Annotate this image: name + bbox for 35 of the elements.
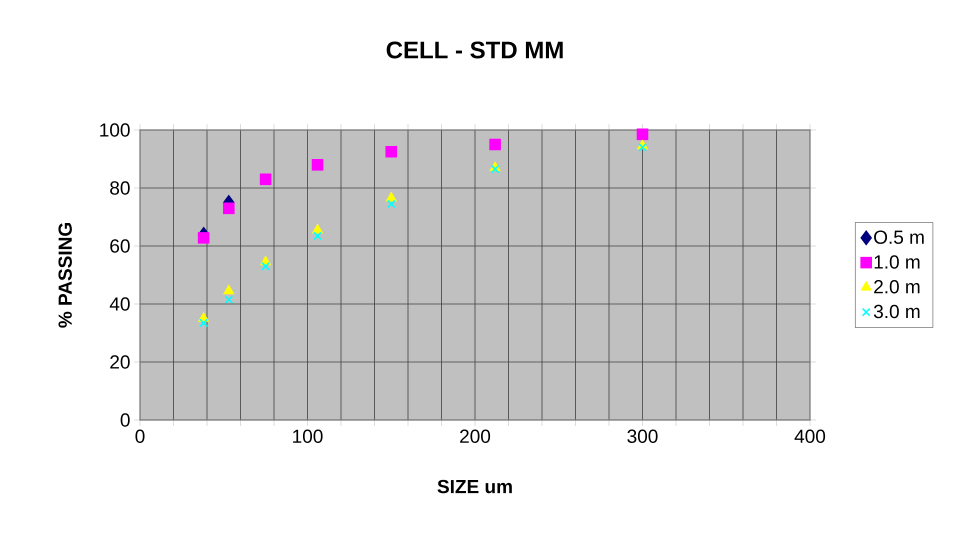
point	[386, 200, 396, 208]
point	[224, 285, 234, 294]
point	[490, 164, 500, 174]
point	[312, 224, 323, 234]
y-tick-label: 40	[110, 297, 130, 311]
point	[198, 232, 210, 244]
y-tick-label: 100	[100, 123, 130, 137]
y-tick-label: 60	[110, 239, 130, 253]
y-tick-label: 80	[110, 181, 130, 195]
x-tick-label: 200	[460, 430, 490, 443]
y-axis-title: % PASSING	[58, 223, 72, 328]
point	[636, 128, 648, 140]
point	[312, 159, 324, 171]
point	[489, 138, 501, 150]
legend-label: 3.0 m	[874, 304, 920, 318]
point	[313, 232, 322, 240]
chart-title: CELL - STD MM	[386, 41, 563, 58]
point	[199, 318, 208, 328]
legend-label: 1.0 m	[874, 255, 920, 269]
point	[386, 192, 396, 202]
x-tick-label: 100	[293, 430, 323, 443]
point	[222, 202, 235, 214]
x-tick-label: 400	[794, 430, 826, 443]
legend-label: O.5 m	[874, 230, 924, 244]
x-tick-label: 300	[627, 430, 658, 443]
x-axis-title: SIZE um	[438, 480, 512, 494]
x-tick-label: 0	[135, 430, 145, 443]
point	[385, 146, 398, 158]
point	[224, 295, 234, 304]
point	[260, 174, 272, 186]
legend-label: 2.0 m	[874, 280, 920, 294]
y-tick-label: 0	[120, 413, 130, 427]
y-tick-label: 20	[110, 355, 130, 369]
point	[638, 143, 647, 152]
point	[261, 262, 270, 271]
